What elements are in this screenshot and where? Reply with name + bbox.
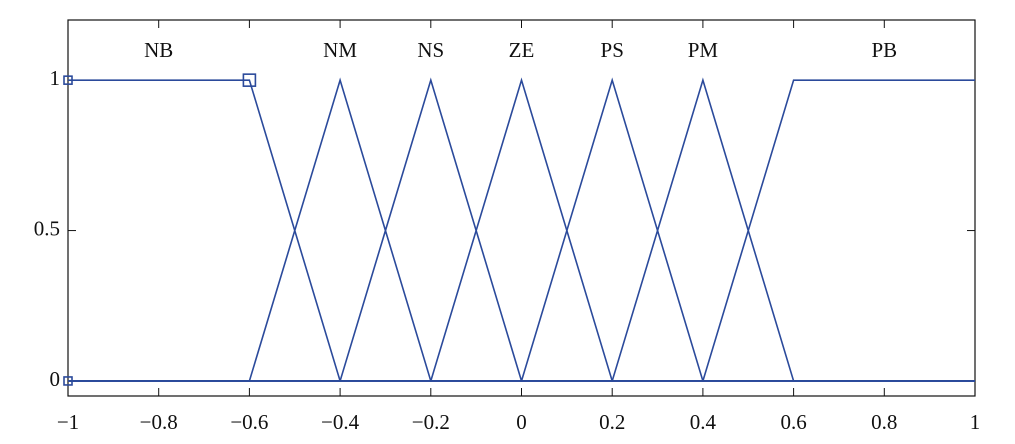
x-tick-label: 0 bbox=[516, 410, 527, 434]
series-label: NS bbox=[417, 38, 444, 62]
selected-point bbox=[242, 73, 257, 87]
x-tick-label: 1 bbox=[970, 410, 981, 434]
membership-line bbox=[68, 77, 975, 382]
series-label: ZE bbox=[509, 38, 535, 62]
y-tick-label: 1 bbox=[50, 66, 61, 90]
series-label: NB bbox=[144, 38, 173, 62]
membership-line bbox=[68, 77, 975, 382]
x-tick-label: 0.8 bbox=[871, 410, 897, 434]
y-tick-label: 0.5 bbox=[34, 216, 60, 240]
selected-point bbox=[63, 376, 73, 386]
x-tick-label: 0.4 bbox=[690, 410, 717, 434]
y-tick-label: 0 bbox=[50, 367, 61, 391]
selected-point bbox=[63, 75, 73, 85]
series-label: PS bbox=[601, 38, 624, 62]
series-label: PB bbox=[871, 38, 897, 62]
membership-line bbox=[68, 79, 975, 382]
membership-line bbox=[68, 79, 975, 382]
x-tick-label: −0.2 bbox=[412, 410, 450, 434]
x-tick-label: −0.4 bbox=[321, 410, 360, 434]
membership-line bbox=[68, 77, 975, 382]
series-label: NM bbox=[323, 38, 357, 62]
x-tick-label: −0.8 bbox=[140, 410, 178, 434]
plot-frame bbox=[67, 19, 976, 397]
x-tick-label: 0.2 bbox=[599, 410, 625, 434]
membership-line bbox=[68, 77, 975, 382]
x-tick-label: −1 bbox=[57, 410, 79, 434]
x-tick-label: 0.6 bbox=[780, 410, 806, 434]
series-label: PM bbox=[688, 38, 719, 62]
x-tick-label: −0.6 bbox=[230, 410, 268, 434]
membership-line bbox=[68, 77, 975, 382]
